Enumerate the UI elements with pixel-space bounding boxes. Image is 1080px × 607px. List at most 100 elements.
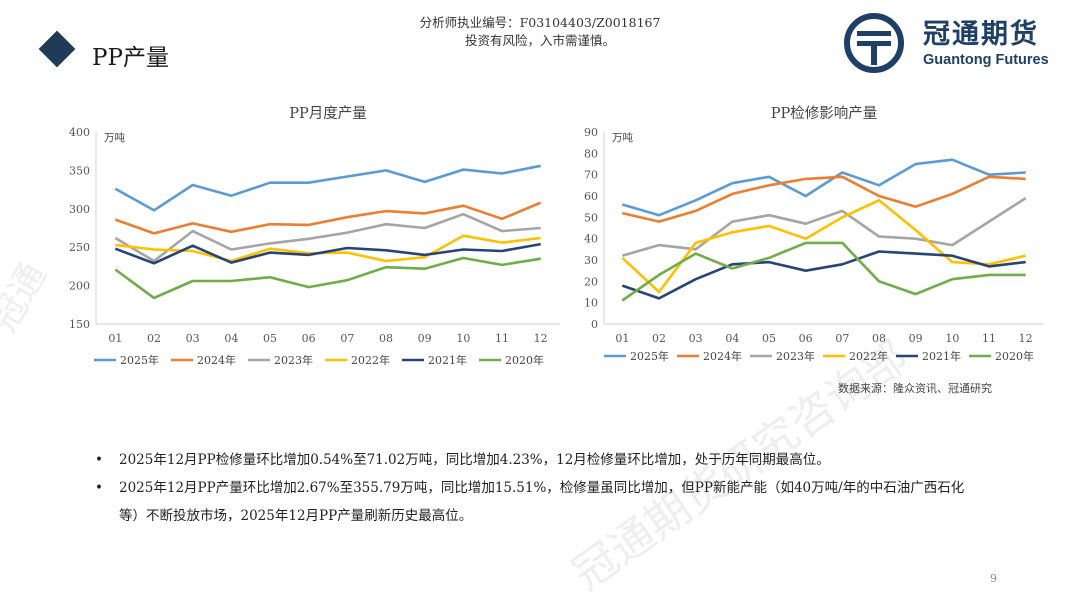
x-tick-label: 12 [1019, 332, 1033, 345]
logo-english-name: Guantong Futures [923, 52, 1049, 68]
x-tick-label: 08 [872, 332, 886, 345]
legend-entry: 2020年 [969, 349, 1034, 363]
analyst-license: 分析师执业编号：F03104403/Z0018167 [419, 15, 661, 30]
x-tick-label: 10 [945, 332, 959, 345]
y-tick-label: 150 [69, 318, 90, 331]
y-tick-label: 0 [591, 318, 598, 331]
bullet-text: 2025年12月PP检修量环比增加0.54%至71.02万吨，同比增加4.23%… [119, 452, 830, 468]
y-tick-label: 80 [584, 147, 598, 160]
legend-entry: 2025年 [604, 349, 669, 363]
y-tick-label: 90 [584, 126, 598, 139]
unit-label: 万吨 [104, 131, 125, 144]
chart-title: PP检修影响产量 [771, 105, 878, 122]
legend-label: 2025年 [630, 349, 669, 363]
unit-label: 万吨 [612, 131, 633, 144]
x-tick-label: 01 [108, 332, 122, 345]
series-line [622, 175, 1026, 223]
y-tick-label: 50 [584, 211, 598, 224]
x-tick-label: 04 [224, 332, 238, 345]
bullet-icon: • [95, 480, 103, 496]
legend-label: 2024年 [197, 353, 236, 367]
x-tick-label: 10 [456, 332, 470, 345]
y-tick-label: 20 [584, 275, 598, 288]
y-tick-label: 10 [584, 297, 598, 310]
legend-entry: 2022年 [325, 353, 390, 367]
y-tick-label: 250 [69, 241, 90, 254]
y-tick-label: 400 [69, 126, 90, 139]
y-tick-label: 40 [584, 233, 598, 246]
x-tick-label: 09 [418, 332, 432, 345]
series-line [114, 256, 541, 300]
x-tick-label: 06 [302, 332, 316, 345]
x-tick-label: 11 [495, 332, 509, 345]
x-tick-label: 09 [909, 332, 923, 345]
y-tick-label: 30 [584, 254, 598, 267]
x-tick-label: 05 [263, 332, 277, 345]
company-logo: 冠通期货 Guantong Futures [843, 12, 1068, 74]
x-tick-label: 03 [689, 332, 703, 345]
legend-label: 2024年 [703, 349, 742, 363]
bullet-text: 2025年12月PP产量环比增加2.67%至355.79万吨，同比增加15.51… [119, 480, 965, 524]
chart-title: PP月度产量 [289, 105, 367, 122]
series-line [114, 201, 542, 235]
series-line [114, 242, 541, 265]
risk-warning: 投资有风险，入市需谨慎。 [464, 33, 615, 48]
data-source: 数据来源：隆众资讯、冠通研究 [838, 382, 992, 395]
series-line [114, 164, 541, 212]
series-line [621, 199, 1026, 294]
x-tick-label: 07 [340, 332, 354, 345]
legend-entry: 2020年 [479, 353, 544, 367]
series-line [621, 197, 1027, 257]
series-line [115, 234, 541, 263]
x-tick-label: 01 [615, 332, 629, 345]
bullet-item: • 2025年12月PP产量环比增加2.67%至355.79万吨，同比增加15.… [95, 474, 975, 530]
y-tick-label: 70 [584, 169, 598, 182]
legend-entry: 2023年 [248, 353, 313, 367]
legend-entry: 2022年 [823, 349, 888, 363]
legend-label: 2020年 [995, 349, 1034, 363]
series-line [621, 250, 1026, 300]
legend-entry: 2024年 [677, 349, 742, 363]
legend-label: 2020年 [505, 353, 544, 367]
x-tick-label: 08 [379, 332, 393, 345]
legend-label: 2021年 [922, 349, 961, 363]
analyst-info: 分析师执业编号：F03104403/Z0018167 投资有风险，入市需谨慎。 [390, 14, 690, 50]
y-tick-label: 60 [584, 190, 598, 203]
x-tick-label: 05 [762, 332, 776, 345]
x-tick-label: 03 [186, 332, 200, 345]
legend-label: 2023年 [274, 353, 313, 367]
series-line [114, 212, 541, 263]
title-diamond-icon [38, 30, 76, 68]
legend-entry: 2024年 [171, 353, 236, 367]
legend-entry: 2021年 [896, 349, 961, 363]
x-tick-label: 02 [652, 332, 666, 345]
bullet-icon: • [95, 452, 103, 468]
logo-emblem-icon [844, 13, 904, 73]
bullet-list: • 2025年12月PP检修量环比增加0.54%至71.02万吨，同比增加4.2… [95, 446, 975, 530]
legend-entry: 2023年 [750, 349, 815, 363]
x-tick-label: 02 [147, 332, 161, 345]
legend-label: 2025年 [120, 353, 159, 367]
series-line [621, 241, 1026, 302]
legend-entry: 2025年 [94, 353, 159, 367]
x-tick-label: 11 [982, 332, 996, 345]
bullet-item: • 2025年12月PP检修量环比增加0.54%至71.02万吨，同比增加4.2… [95, 446, 975, 474]
y-tick-label: 300 [69, 203, 90, 216]
legend-entry: 2021年 [402, 353, 467, 367]
y-tick-label: 350 [69, 164, 90, 177]
x-tick-label: 04 [725, 332, 739, 345]
series-line [621, 158, 1026, 217]
legend-label: 2022年 [351, 353, 390, 367]
legend-label: 2021年 [428, 353, 467, 367]
y-tick-label: 200 [69, 280, 90, 293]
legend-label: 2022年 [849, 349, 888, 363]
x-tick-label: 07 [835, 332, 849, 345]
logo-chinese-name: 冠通期货 [923, 19, 1039, 50]
x-tick-label: 12 [534, 332, 548, 345]
page-number: 9 [990, 572, 997, 585]
x-tick-label: 06 [799, 332, 813, 345]
legend-label: 2023年 [776, 349, 815, 363]
page-title: PP产量 [92, 45, 169, 71]
